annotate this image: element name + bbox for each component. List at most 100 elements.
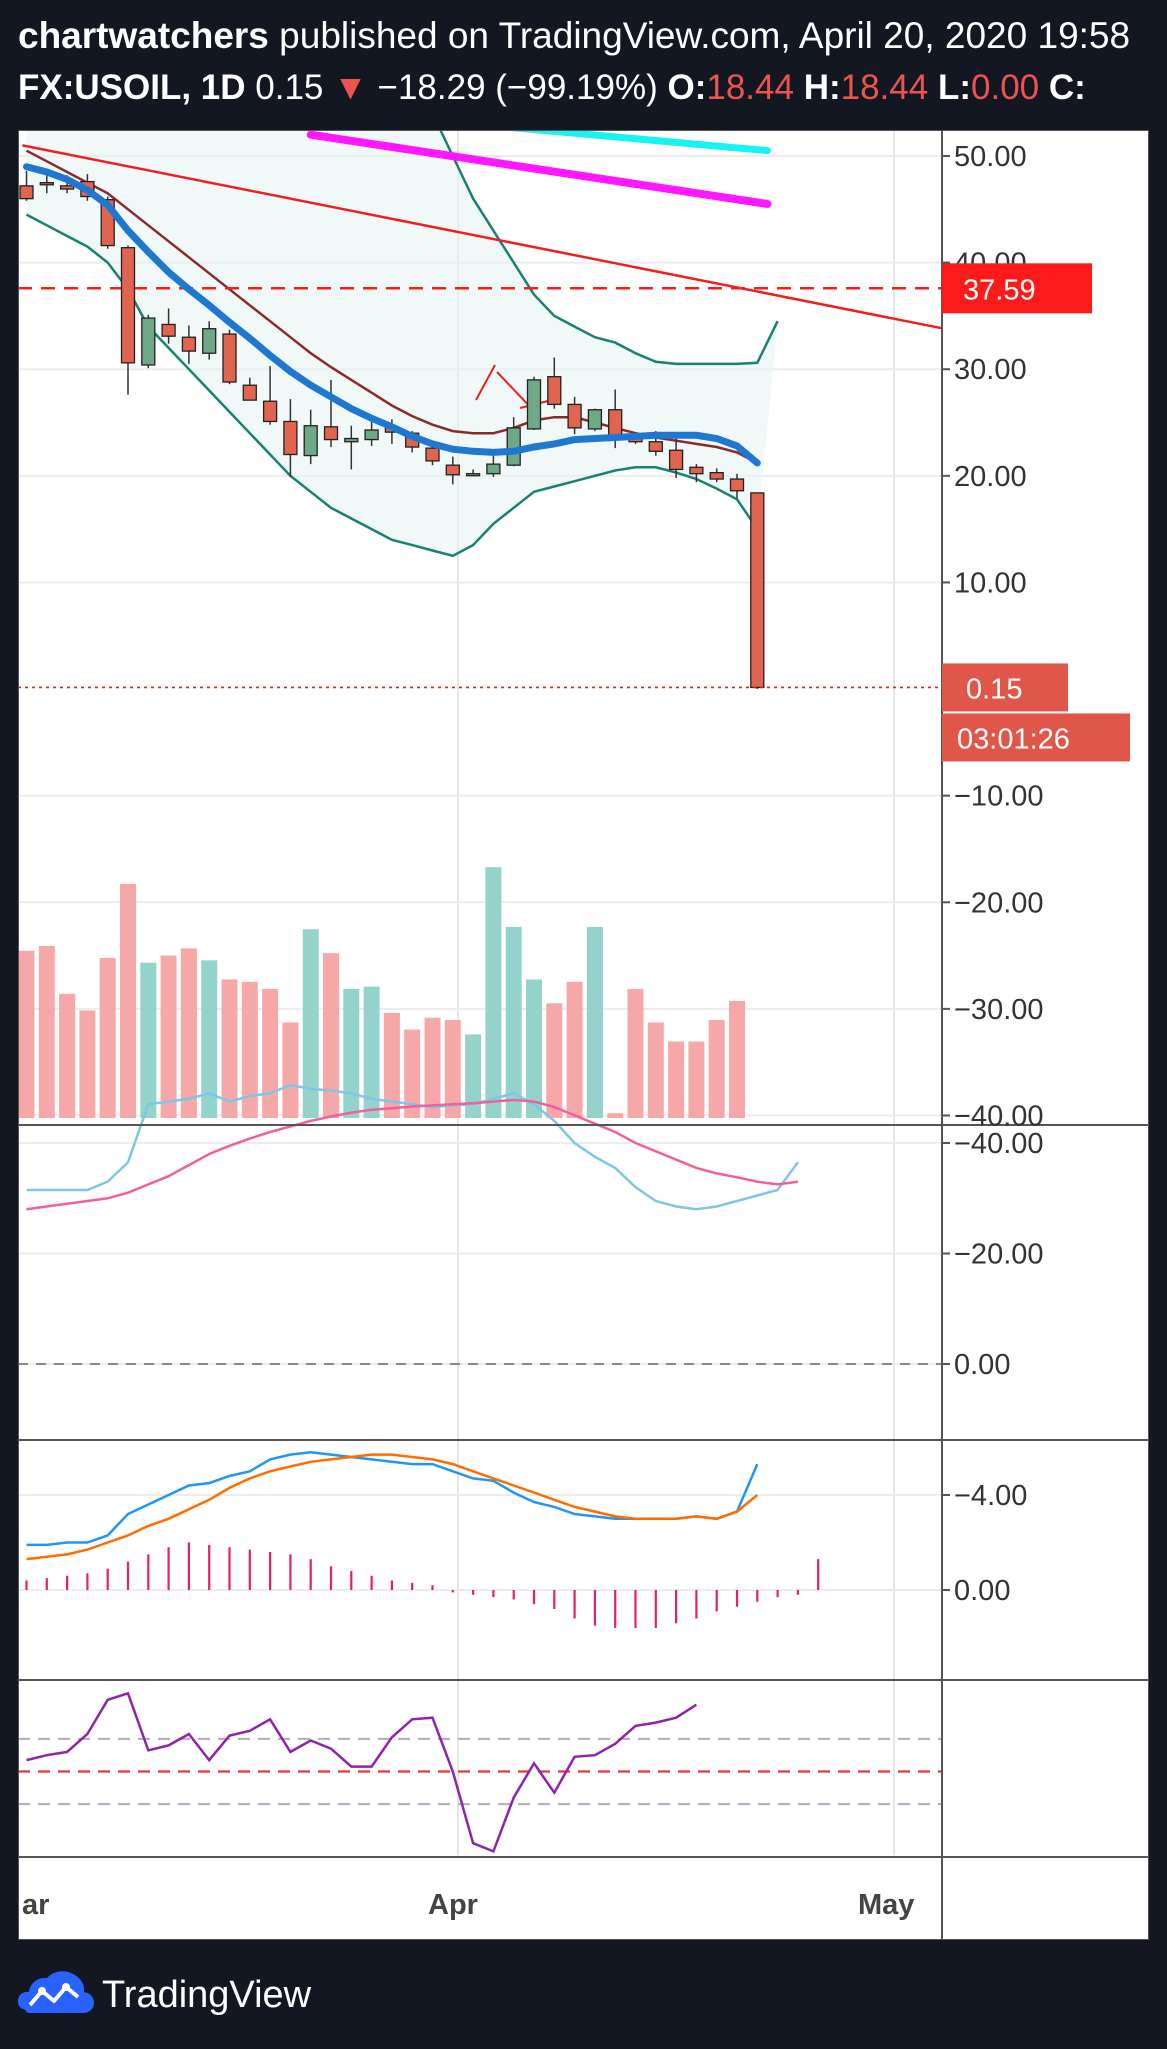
y-tick-label: −30.00 bbox=[954, 994, 1044, 1026]
open-label: O: bbox=[667, 68, 707, 107]
volume-bar bbox=[140, 962, 157, 1118]
volume-bar bbox=[708, 1020, 725, 1118]
volume-bar bbox=[546, 1003, 563, 1118]
last-price: 0.15 bbox=[255, 68, 324, 107]
candle-body bbox=[120, 247, 136, 364]
volume-bar bbox=[647, 1022, 664, 1118]
candle-body bbox=[283, 420, 298, 456]
y-tick-label: 30.00 bbox=[954, 354, 1027, 386]
volume-bar bbox=[221, 979, 238, 1118]
y-tick-label: −40.00 bbox=[954, 1101, 1044, 1133]
candle-body bbox=[425, 447, 440, 462]
countdown-box bbox=[942, 713, 1130, 762]
volume-bar bbox=[688, 1041, 705, 1118]
symbol-line: FX:USOIL, 1D 0.15 ▼ −18.29 (−99.19%) O:1… bbox=[18, 66, 1086, 110]
candle-body bbox=[547, 376, 562, 406]
volume-bar bbox=[566, 981, 583, 1118]
brand-name[interactable]: TradingView bbox=[102, 1974, 312, 2016]
candle-body bbox=[344, 437, 359, 443]
volume-bar bbox=[424, 1017, 441, 1118]
candle-body bbox=[323, 426, 339, 441]
y-tick-label: −4.00 bbox=[954, 1480, 1027, 1512]
symbol-label: FX:USOIL, 1D bbox=[18, 68, 246, 107]
low-value: 0.00 bbox=[971, 68, 1040, 107]
osc-series-slow bbox=[26, 1098, 799, 1211]
candle-body bbox=[729, 478, 745, 492]
candle-body bbox=[364, 429, 379, 441]
y-tick-label: 50.00 bbox=[954, 141, 1027, 173]
y-tick-label: −10.00 bbox=[954, 781, 1044, 813]
last-price-box bbox=[942, 663, 1068, 712]
rsi-pane bbox=[26, 1691, 698, 1854]
candle-body bbox=[709, 471, 724, 480]
open-value: 18.44 bbox=[706, 68, 794, 107]
candle-body bbox=[750, 492, 765, 689]
rsi-series-rsi bbox=[26, 1691, 698, 1854]
high-value: 18.44 bbox=[840, 68, 929, 107]
low-label: L: bbox=[937, 68, 971, 107]
y-tick-label: 0.00 bbox=[954, 1575, 1010, 1607]
last-price-label: 0.15 bbox=[966, 673, 1022, 705]
candle-body bbox=[262, 400, 278, 423]
candle-body bbox=[59, 185, 75, 190]
volume-bar bbox=[586, 926, 603, 1118]
volume-bar bbox=[180, 948, 197, 1118]
y-tick-label: 10.00 bbox=[954, 567, 1027, 599]
chart-svg[interactable]: 50.0040.0030.0020.0010.00−10.00−20.00−30… bbox=[17, 129, 1150, 1941]
x-tick-label: ar bbox=[22, 1889, 49, 1921]
publish-line: chartwatchers published on TradingView.c… bbox=[18, 14, 1130, 58]
volume-bar bbox=[120, 883, 136, 1118]
countdown-label: 03:01:26 bbox=[957, 723, 1070, 755]
candle-body bbox=[39, 182, 54, 186]
tradingview-logo-icon[interactable] bbox=[18, 1967, 94, 2023]
volume-bar bbox=[627, 989, 644, 1118]
candle-body bbox=[445, 464, 460, 476]
bollinger-fill bbox=[26, 130, 778, 556]
volume-bar bbox=[79, 1010, 96, 1118]
volume-bar bbox=[282, 1022, 299, 1118]
volume-bar bbox=[505, 926, 522, 1118]
volume-bar bbox=[302, 929, 319, 1118]
down-arrow-icon: ▼ bbox=[333, 68, 368, 107]
candle-body bbox=[668, 449, 684, 471]
level-label: 37.59 bbox=[963, 274, 1036, 306]
volume-bar bbox=[262, 989, 279, 1118]
volume-bar bbox=[343, 989, 360, 1118]
volume-bar bbox=[18, 950, 35, 1118]
price-pane bbox=[18, 130, 942, 1118]
candle-body bbox=[506, 427, 521, 466]
candle-body bbox=[19, 185, 34, 200]
volume-bar bbox=[668, 1041, 685, 1118]
candle-body bbox=[303, 425, 318, 457]
candle-body bbox=[141, 317, 156, 366]
candle-body bbox=[587, 409, 603, 430]
y-tick-label: −20.00 bbox=[954, 1239, 1044, 1271]
volume-bar bbox=[59, 993, 76, 1118]
level-label-box bbox=[942, 263, 1092, 314]
volume-bar bbox=[444, 1020, 461, 1118]
candle-body bbox=[648, 441, 663, 452]
candle-body bbox=[181, 336, 197, 352]
volume-bar bbox=[241, 981, 258, 1118]
publisher-name[interactable]: chartwatchers bbox=[18, 15, 269, 56]
y-tick-label: −40.00 bbox=[954, 1128, 1044, 1160]
candle-body bbox=[242, 384, 257, 401]
volume-bar bbox=[38, 946, 55, 1118]
volume-bar bbox=[465, 1034, 482, 1118]
volume-bar bbox=[363, 986, 380, 1118]
cyan-ma-line bbox=[500, 130, 771, 155]
footer: TradingView bbox=[0, 1955, 1167, 2035]
volume-bar bbox=[99, 957, 116, 1118]
volume-bar bbox=[201, 960, 218, 1118]
y-tick-label: −20.00 bbox=[954, 887, 1044, 919]
candle-body bbox=[526, 379, 542, 430]
candle-body bbox=[202, 328, 217, 354]
chart-area[interactable]: 50.0040.0030.0020.0010.00−10.00−20.00−30… bbox=[17, 129, 1150, 1941]
candle-body bbox=[567, 403, 582, 429]
candle-body bbox=[222, 333, 237, 383]
moving-average-fast bbox=[23, 163, 761, 467]
published-text: published on TradingView.com, April 20, … bbox=[268, 15, 1131, 56]
candle-body bbox=[465, 473, 481, 477]
candle-body bbox=[689, 466, 704, 475]
chart-header: chartwatchers published on TradingView.c… bbox=[0, 0, 1167, 130]
